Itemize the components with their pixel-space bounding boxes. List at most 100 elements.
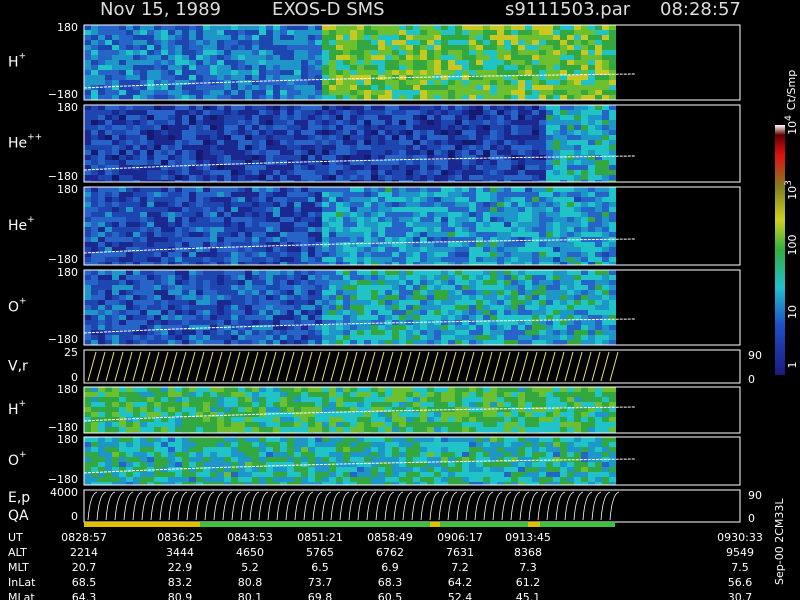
spectrogram-cell (252, 222, 259, 227)
spectrogram-cell (420, 232, 427, 237)
spectrogram-cell (567, 285, 574, 290)
spectrogram-cell (161, 417, 168, 422)
spectrogram-cell (462, 247, 469, 252)
spectrogram-cell (189, 295, 196, 300)
spectrogram-cell (504, 202, 511, 207)
spectrogram-cell (441, 290, 448, 295)
spectrogram-cell (252, 285, 259, 290)
spectrogram-cell (413, 187, 420, 192)
spectrogram-cell (294, 222, 301, 227)
spectrogram-cell (483, 340, 490, 345)
spectrogram-cell (112, 412, 119, 417)
spectrogram-cell (560, 290, 567, 295)
spectrogram-cell (448, 35, 455, 40)
spectrogram-cell (154, 207, 161, 212)
spectrogram-cell (217, 397, 224, 402)
spectrogram-cell (266, 295, 273, 300)
spectrogram-cell (609, 315, 616, 320)
spectrogram-cell (385, 300, 392, 305)
spectrogram-cell (518, 50, 525, 55)
spectrogram-cell (252, 310, 259, 315)
spectrogram-cell (350, 30, 357, 35)
spectrogram-cell (448, 65, 455, 70)
spectrogram-cell (168, 130, 175, 135)
spectrogram-cell (434, 217, 441, 222)
spectrogram-cell (98, 310, 105, 315)
spectrogram-cell (385, 310, 392, 315)
spectrogram-cell (189, 180, 196, 182)
spectrogram-cell (434, 125, 441, 130)
spectrogram-cell (203, 95, 210, 100)
spectrogram-cell (84, 237, 91, 242)
spectrogram-cell (147, 280, 154, 285)
spectrogram-cell (357, 105, 364, 110)
spectrogram-cell (84, 25, 91, 30)
spectrogram-cell (266, 115, 273, 120)
spectrogram-cell (525, 25, 532, 30)
spectrogram-cell (413, 90, 420, 95)
spectrogram-cell (203, 295, 210, 300)
spectrogram-cell (378, 305, 385, 310)
spectrogram-cell (574, 175, 581, 180)
spectrogram-cell (406, 202, 413, 207)
spectrogram-cell (140, 305, 147, 310)
spectrogram-cell (588, 180, 595, 182)
spectrogram-cell (322, 187, 329, 192)
spectrogram-cell (112, 257, 119, 262)
spectrogram-cell (595, 262, 602, 265)
spectrogram-cell (371, 155, 378, 160)
spectrogram-cell (476, 140, 483, 145)
spectrogram-cell (126, 120, 133, 125)
spectrogram-cell (84, 55, 91, 60)
spectrogram-cell (259, 262, 266, 265)
spectrogram-cell (343, 192, 350, 197)
spectrogram-cell (364, 207, 371, 212)
spectrogram-cell (539, 320, 546, 325)
spectrogram-cell (525, 145, 532, 150)
spectrogram-cell (532, 175, 539, 180)
spectrogram-cell (336, 257, 343, 262)
spectrogram-cell (350, 197, 357, 202)
spectrogram-cell (427, 280, 434, 285)
spectrogram-cell (280, 85, 287, 90)
spectrogram-cell (560, 135, 567, 140)
spectrogram-cell (343, 175, 350, 180)
spectrogram-cell (210, 202, 217, 207)
spectrogram-cell (364, 140, 371, 145)
spectrogram-cell (567, 197, 574, 202)
spectrogram-cell (602, 295, 609, 300)
spectrogram-cell (602, 192, 609, 197)
spectrogram-cell (392, 45, 399, 50)
spectrogram-cell (553, 170, 560, 175)
spectrogram-cell (469, 125, 476, 130)
spectrogram-cell (392, 340, 399, 345)
spectrogram-cell (511, 212, 518, 217)
spectrogram-cell (280, 197, 287, 202)
spectrogram-cell (357, 155, 364, 160)
spectrogram-cell (322, 330, 329, 335)
spectrogram-cell (252, 417, 259, 422)
spectrogram-cell (91, 60, 98, 65)
spectrogram-cell (294, 280, 301, 285)
spectrogram-cell (140, 237, 147, 242)
spectrogram-cell (161, 320, 168, 325)
spectrogram-cell (483, 222, 490, 227)
spectrogram-cell (406, 262, 413, 265)
spectrogram-cell (329, 315, 336, 320)
spectrogram-cell (147, 247, 154, 252)
spectrogram-cell (252, 207, 259, 212)
spectrogram-cell (483, 25, 490, 30)
spectrogram-cell (469, 305, 476, 310)
spectrogram-cell (203, 427, 210, 432)
spectrogram-cell (189, 192, 196, 197)
spectrogram-cell (385, 257, 392, 262)
spectrogram-cell (350, 145, 357, 150)
spectrogram-cell (525, 290, 532, 295)
spectrogram-cell (609, 285, 616, 290)
spectrogram-cell (84, 290, 91, 295)
spectrogram-cell (525, 340, 532, 345)
spectrogram-cell (546, 70, 553, 75)
spectrogram-cell (441, 40, 448, 45)
spectrogram-cell (273, 202, 280, 207)
spectrogram-cell (455, 85, 462, 90)
